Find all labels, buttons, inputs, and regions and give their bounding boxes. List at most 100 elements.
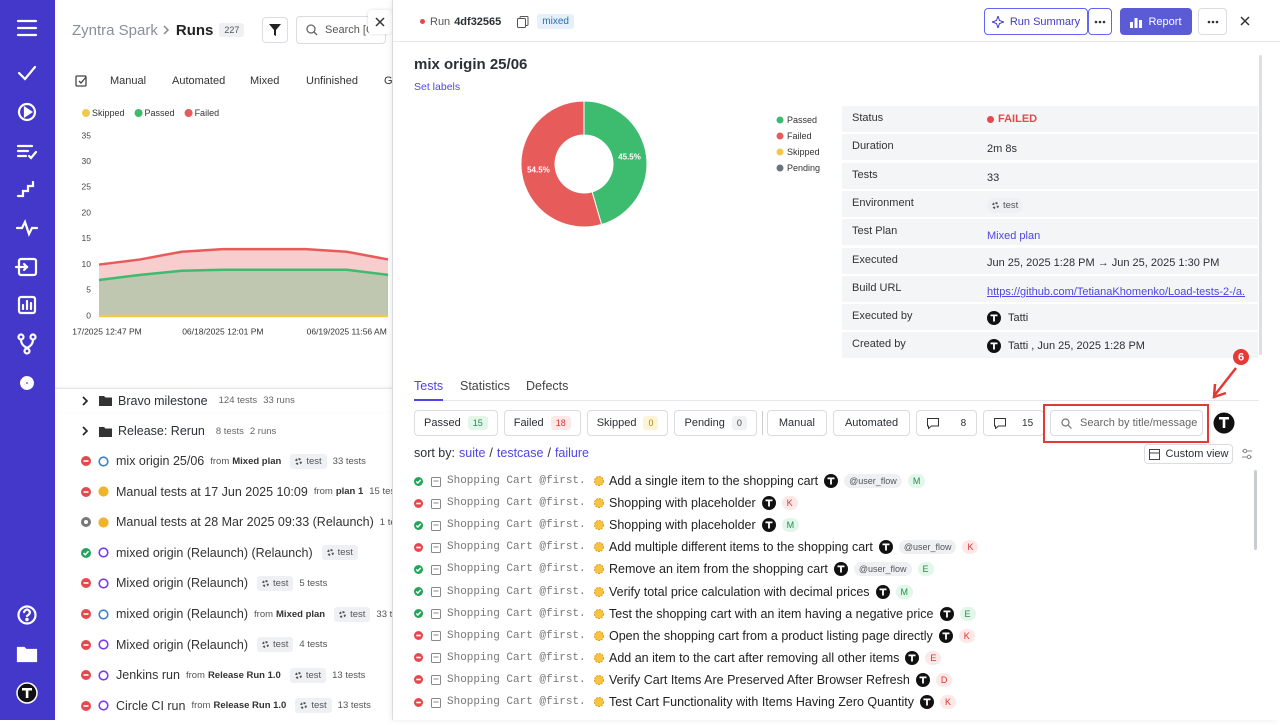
test-row[interactable]: Shopping Cart @first... Test the shopping… — [414, 603, 976, 625]
run-row[interactable]: Manual tests at 17 Jun 2025 10:09 from pla… — [55, 477, 392, 507]
menu-icon[interactable] — [16, 19, 38, 37]
more-button[interactable] — [1198, 8, 1227, 35]
info-value: test — [987, 197, 1024, 213]
settings-toggle[interactable] — [1241, 448, 1253, 460]
type-filter[interactable]: Automated — [832, 410, 911, 436]
run-row[interactable]: Mixed origin (Relaunch) test 4 tests — [55, 630, 392, 660]
test-search[interactable]: Search by title/message — [1050, 410, 1203, 436]
run-summary-button[interactable]: Run Summary — [984, 8, 1088, 35]
test-row[interactable]: Shopping Cart @first... Add multiple diff… — [414, 536, 979, 558]
run-tab[interactable]: Manual — [110, 75, 147, 87]
milestone-row[interactable]: Bravo milestone 124 tests 33 runs — [55, 388, 392, 412]
folder-icon[interactable] — [16, 646, 38, 663]
run-row[interactable]: Mixed origin (Relaunch) test 5 tests — [55, 568, 392, 598]
assignee-badge: K — [939, 695, 956, 709]
burst — [594, 608, 604, 619]
kind-ring — [98, 455, 109, 467]
status-filter[interactable]: Pending 0 — [674, 410, 757, 436]
info-url[interactable]: https://github.com/TetianaKhomenko/Load-… — [987, 285, 1245, 298]
avatar-letter — [881, 588, 884, 595]
y-tick-label: 35 — [82, 130, 92, 140]
run-row[interactable]: mix origin 25/06 from Mixed plan test 33 tes… — [55, 446, 392, 476]
pulse-icon[interactable] — [15, 219, 39, 237]
report-button[interactable]: Report — [1120, 8, 1192, 35]
test-row[interactable]: Shopping Cart @first... Verify total pric… — [414, 581, 914, 603]
set-labels[interactable]: Set labels — [414, 81, 461, 93]
gear — [295, 457, 303, 465]
status-filter[interactable]: Passed 15 — [414, 410, 498, 436]
check — [82, 550, 90, 556]
tabs-icon[interactable] — [75, 74, 88, 87]
kind-ring — [98, 486, 109, 497]
run-tab[interactable]: Mixed — [250, 75, 280, 87]
run-row[interactable]: mixed origin (Relaunch) from Mixed plan tes… — [55, 599, 392, 629]
run-row[interactable]: mixed origin (Relaunch) (Relaunch) test — [55, 538, 392, 568]
runs-panel: Zyntra Spark Runs 227 Search [C Manual Au… — [55, 0, 393, 720]
detail-tab[interactable]: Tests — [414, 379, 444, 401]
milestone-name: Bravo milestone — [118, 393, 208, 408]
run-tab[interactable]: G — [384, 75, 393, 87]
info-value: FAILED — [987, 113, 1037, 125]
comment-filter[interactable]: 8 — [916, 410, 978, 436]
help-icon[interactable] — [17, 605, 37, 625]
close-detail[interactable] — [1240, 16, 1250, 26]
run-tab[interactable]: Automated — [172, 75, 226, 87]
status-filter[interactable]: Skipped 0 — [586, 410, 669, 436]
analytics-icon[interactable] — [17, 295, 37, 315]
test-row[interactable]: Shopping Cart @first... Shopping with pla… — [414, 492, 798, 514]
run-row[interactable]: Circle CI run from Release Run 1.0 test 13 t… — [55, 691, 392, 720]
test-row[interactable]: Shopping Cart @first... Test Cart Functio… — [414, 691, 956, 713]
run-tab[interactable]: Unfinished — [306, 75, 358, 87]
test-case-icon — [431, 520, 441, 531]
manual-icon — [594, 652, 604, 663]
sort-option[interactable]: failure — [554, 446, 589, 460]
workspace-name[interactable]: Zyntra Spark — [72, 21, 158, 39]
check-icon[interactable] — [17, 65, 37, 81]
burst — [594, 520, 604, 531]
branch-icon[interactable] — [17, 333, 37, 355]
import-icon[interactable] — [14, 257, 38, 277]
test-row[interactable]: Shopping Cart @first... Verify Cart Items… — [414, 669, 953, 691]
type-filter[interactable]: Manual — [766, 410, 827, 436]
y-tick-label: 20 — [82, 207, 92, 217]
series-area — [99, 269, 388, 316]
settings-icon[interactable] — [20, 376, 34, 390]
sort-option[interactable]: suite — [459, 446, 486, 460]
close-panel[interactable] — [368, 10, 392, 34]
run-label: Run — [430, 15, 451, 28]
test-row[interactable]: Shopping Cart @first... Add a single item… — [414, 470, 926, 492]
runs-icon[interactable] — [17, 102, 37, 122]
run-row[interactable]: Jenkins run from Release Run 1.0 test 13 tes… — [55, 660, 392, 690]
user-avatar[interactable] — [16, 682, 38, 704]
x-tick-label: 06/19/2025 11:56 AM — [307, 326, 387, 336]
info-link[interactable]: Mixed plan — [987, 230, 1041, 243]
status-filter[interactable]: Failed 18 — [503, 410, 581, 436]
run-kind-icon — [98, 670, 109, 681]
filter-button[interactable] — [262, 17, 288, 43]
detail-tab[interactable]: Defects — [526, 379, 569, 393]
donut-slice — [583, 100, 648, 226]
run-row[interactable]: Manual tests at 28 Mar 2025 09:33 (Relau… — [55, 507, 392, 537]
copy-icon[interactable] — [517, 15, 529, 28]
detail-tab[interactable]: Statistics — [460, 379, 511, 393]
test-row[interactable]: Shopping Cart @first... Shopping with pla… — [414, 514, 800, 536]
annotation-box — [1043, 404, 1209, 443]
user-name: Tatti , Jun 25, 2025 1:28 PM — [1008, 340, 1145, 353]
test-row[interactable]: Shopping Cart @first... Add an item to th… — [414, 647, 942, 669]
sort-option[interactable]: testcase — [496, 446, 544, 460]
series-line — [98, 247, 389, 266]
custom-view-button[interactable]: Custom view — [1144, 444, 1233, 464]
steps-icon[interactable] — [16, 180, 35, 198]
info-row: Created by Tatti , Jun 25, 2025 1:28 PM — [842, 332, 1258, 359]
avatar-letter — [993, 314, 995, 322]
gear — [294, 671, 302, 679]
manual-icon — [594, 697, 604, 707]
test-row[interactable]: Shopping Cart @first... Remove an item fr… — [414, 558, 934, 580]
summary-more[interactable] — [1088, 8, 1112, 35]
detail-header: Run 4df32565 mixed Run Summary Report — [393, 0, 1280, 42]
comment-filter[interactable]: 15 — [983, 410, 1045, 436]
plans-icon[interactable] — [16, 144, 38, 160]
milestone-row[interactable]: Release: Rerun 8 tests 2 runs — [55, 419, 392, 443]
avatar-letter — [921, 676, 924, 684]
test-row[interactable]: Shopping Cart @first... Open the shopping… — [414, 625, 975, 647]
